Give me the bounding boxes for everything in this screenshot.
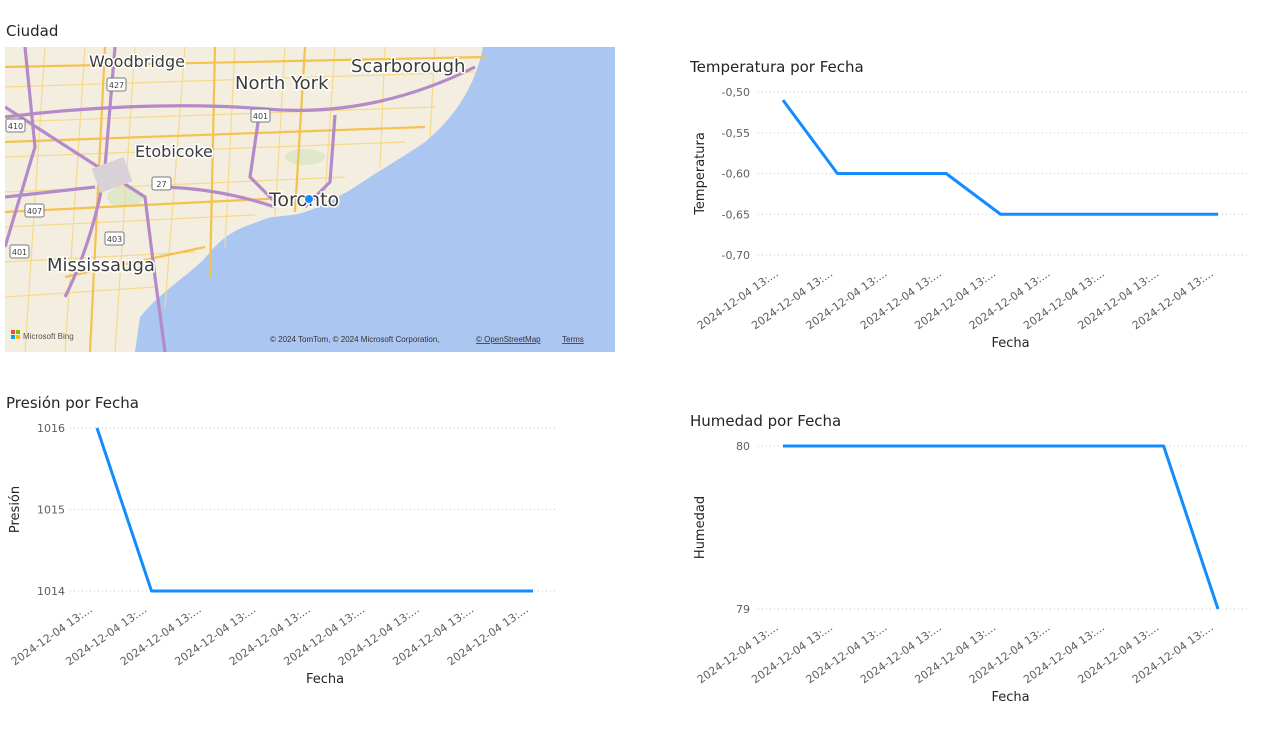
airport-area	[91, 156, 133, 194]
bing-logo-icon	[11, 330, 15, 334]
label-woodbridge: Woodbridge	[89, 52, 185, 71]
map-title: Ciudad	[6, 22, 59, 40]
series-line[interactable]	[783, 444, 1220, 610]
minor-roads	[5, 47, 476, 352]
y-axis-title: Humedad	[693, 496, 708, 559]
y-tick-label: -0,55	[722, 127, 750, 140]
label-mississauga: Mississauga	[47, 255, 155, 276]
y-tick-label: -0,65	[722, 208, 750, 221]
label-north-york: North York	[235, 73, 329, 94]
temperature-chart-title: Temperatura por Fecha	[690, 58, 864, 76]
lake-ontario	[135, 47, 615, 352]
osm-link[interactable]: © OpenStreetMap	[476, 335, 541, 344]
pressure-chart-title: Presión por Fecha	[6, 394, 139, 412]
map-copyright: © 2024 TomTom, © 2024 Microsoft Corporat…	[270, 335, 440, 344]
shield-407: 407	[27, 207, 42, 216]
series-line[interactable]	[781, 99, 1218, 216]
x-axis-title: Fecha	[991, 690, 1029, 705]
y-tick-label: -0,60	[722, 168, 750, 181]
x-axis-title: Fecha	[306, 672, 344, 687]
y-axis-title: Temperatura	[693, 132, 708, 216]
y-tick-label: 80	[736, 440, 750, 453]
bing-logo-icon-part	[16, 330, 20, 334]
shield-427: 427	[109, 81, 124, 90]
y-tick-label: 1014	[37, 585, 65, 598]
label-scarborough: Scarborough	[351, 56, 465, 77]
bing-logo-text: Microsoft Bing	[23, 332, 74, 341]
highway-shields: 427 401 410 27 407 403 401	[5, 77, 271, 259]
shield-410: 410	[8, 122, 23, 131]
city-data-point[interactable]	[304, 194, 314, 204]
series-line[interactable]	[95, 427, 533, 593]
shield-27: 27	[156, 180, 166, 189]
shield-401-west: 401	[12, 248, 27, 257]
city-map[interactable]: 427 401 410 27 407 403 401 Woodbridge No…	[5, 47, 615, 352]
y-tick-label: -0,50	[722, 86, 750, 99]
terms-link[interactable]: Terms	[562, 335, 584, 344]
y-axis-title: Presión	[8, 486, 23, 533]
shield-403: 403	[107, 235, 122, 244]
park-area	[285, 149, 325, 165]
y-tick-label: -0,70	[722, 249, 750, 262]
y-tick-label: 79	[736, 603, 750, 616]
shield-401-north: 401	[253, 112, 268, 121]
y-tick-label: 1016	[37, 422, 65, 435]
label-etobicoke: Etobicoke	[135, 142, 213, 161]
label-toronto: Toronto	[268, 189, 339, 211]
place-labels: Woodbridge North York Scarborough Etobic…	[46, 51, 467, 278]
bing-logo-icon-part	[16, 335, 20, 339]
x-axis-title: Fecha	[991, 336, 1029, 351]
map-canvas[interactable]: 427 401 410 27 407 403 401 Woodbridge No…	[5, 47, 615, 352]
bing-logo-icon-part	[11, 335, 15, 339]
y-tick-label: 1015	[37, 504, 65, 517]
humidity-chart-title: Humedad por Fecha	[690, 412, 842, 430]
